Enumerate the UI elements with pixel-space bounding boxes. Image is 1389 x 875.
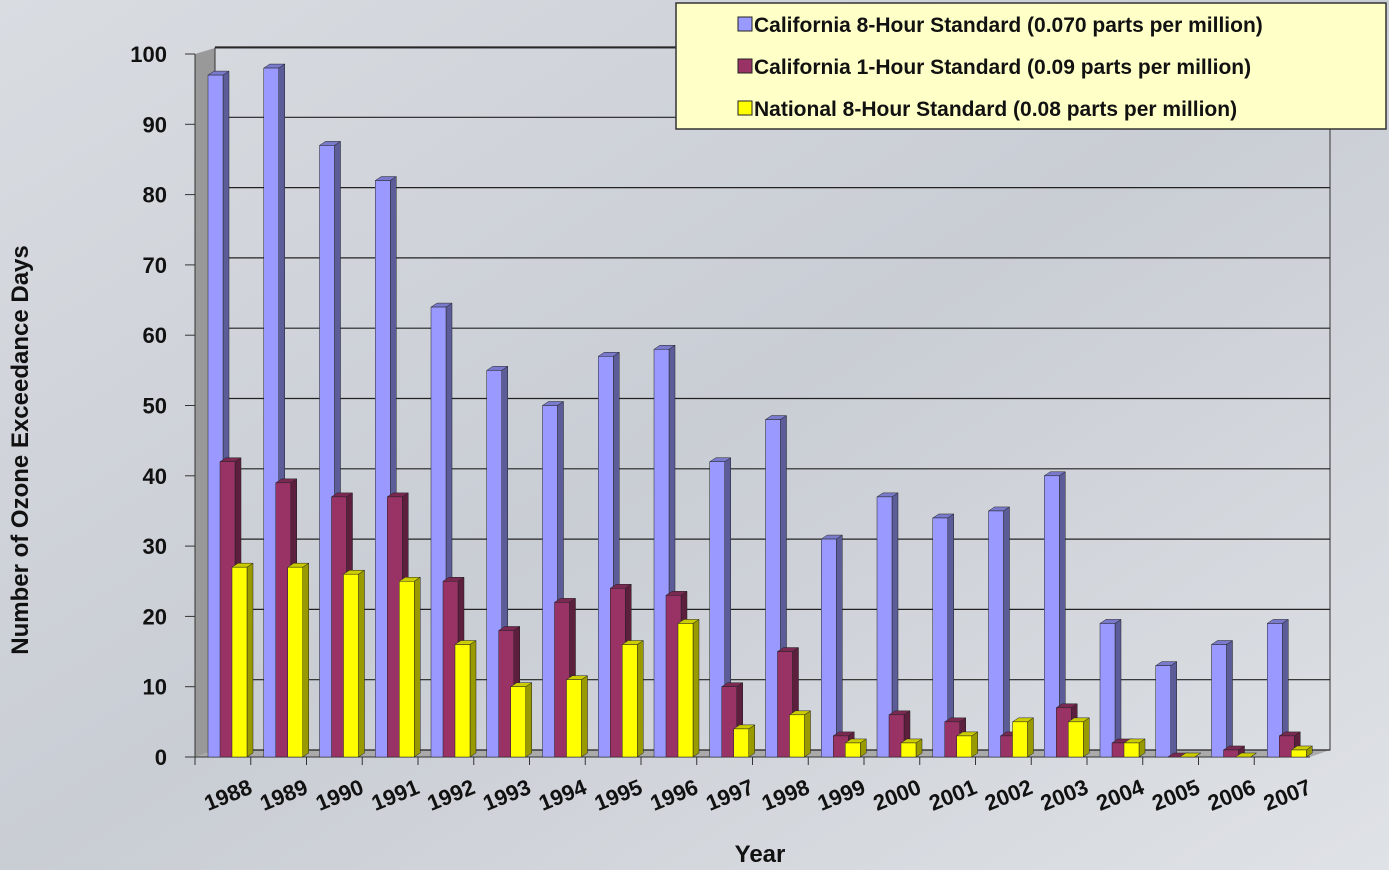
bar [733,728,749,758]
bar [821,538,837,758]
bar [263,67,279,758]
y-tick-label: 50 [143,394,167,419]
bar [876,496,893,758]
bar-side [469,640,477,758]
bar [1099,623,1116,758]
bar [1291,749,1307,758]
legend-label: National 8-Hour Standard (0.08 parts per… [754,98,1237,121]
y-tick-label: 90 [143,112,167,137]
bar [1211,644,1227,758]
bar [454,644,471,758]
bar-side [525,682,532,758]
legend-swatch [737,58,753,74]
bar-top [1178,752,1202,758]
legend-box [675,2,1387,130]
bar [1267,623,1283,758]
bar-side [1114,618,1122,758]
bar [375,180,391,758]
bar-side [1003,506,1010,758]
bar [988,510,1004,758]
bar-side [1170,661,1177,758]
bar-side [804,710,811,758]
legend-swatch [737,16,753,32]
bar-side [748,724,755,758]
bar [932,517,948,758]
bar [566,679,582,758]
bar [399,581,415,758]
bar [777,651,793,758]
bar [1123,742,1140,758]
bar-side [1226,640,1233,758]
bar-side [1083,717,1090,758]
y-axis-label: Number of Ozone Exceedance Days [7,245,34,654]
bar [1223,749,1239,758]
bar [207,74,224,758]
y-tick-label: 40 [143,464,167,489]
bar [598,356,614,758]
bar [900,742,917,758]
bar [430,306,447,758]
bar-side [836,534,843,758]
bar [1068,721,1084,758]
bar-side [414,576,421,758]
bar-top [1234,752,1258,758]
bar-side [302,562,309,758]
legend-label: California 1-Hour Standard (0.09 parts p… [754,56,1251,79]
legend-swatch [737,100,753,116]
y-tick-label: 30 [143,534,167,559]
y-tick-label: 80 [143,183,167,208]
bar-side [1027,717,1034,758]
bar [677,623,694,758]
y-tick-label: 70 [143,253,167,278]
bar [845,742,861,758]
x-axis-label: Year [735,841,786,868]
bar [888,714,905,758]
y-tick-label: 10 [143,675,167,700]
bar [231,566,248,758]
y-tick-label: 0 [155,745,167,770]
bar-side [358,569,365,758]
bar-side [581,675,588,758]
y-tick-label: 100 [130,42,167,67]
bar [319,145,335,758]
bar [343,573,359,758]
bar-side [692,618,700,758]
bar [1155,665,1171,758]
bar [486,370,502,758]
legend-label: California 8-Hour Standard (0.070 parts … [754,14,1263,37]
bar [542,405,558,758]
bar [789,714,805,758]
bar-side [971,731,978,758]
bar [622,644,638,758]
bar [765,419,781,758]
bar [510,686,526,758]
bar [709,461,725,758]
bar [653,349,670,758]
bar [287,566,303,758]
bar [721,686,737,758]
bar [1044,475,1060,758]
bar [1279,735,1295,758]
y-tick-label: 20 [143,604,167,629]
bar-side [246,562,254,758]
y-tick-label: 60 [143,323,167,348]
bar [956,735,972,758]
bar [1012,721,1028,758]
bar-side [637,640,644,758]
